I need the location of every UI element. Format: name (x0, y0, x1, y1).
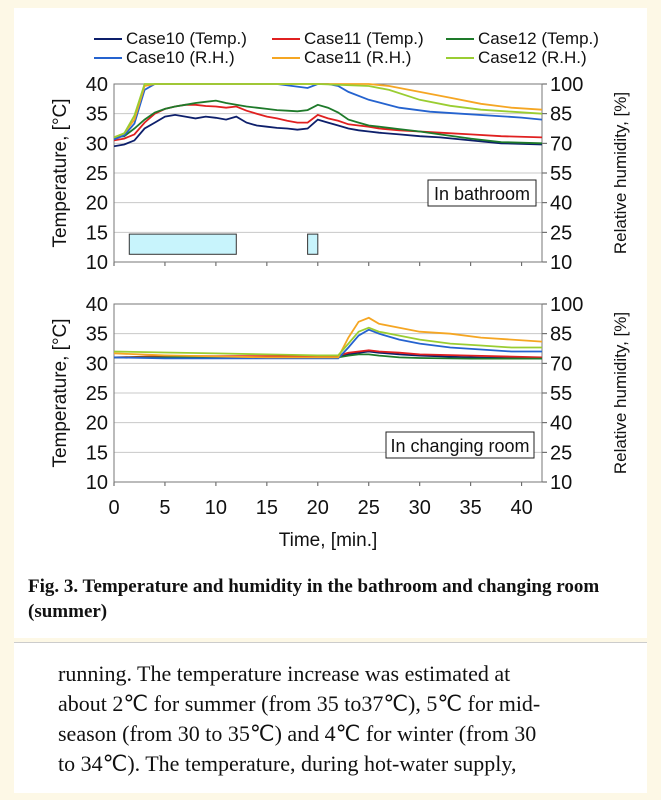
series-line (114, 83, 542, 141)
x-tick-label: 25 (358, 497, 380, 519)
y-tick-label: 35 (86, 324, 108, 346)
panel-label: In bathroom (434, 184, 530, 204)
plot-frame (113, 303, 543, 483)
series-line (114, 328, 542, 360)
x-tick-label: 5 (159, 497, 170, 519)
y2-tick-label: 100 (550, 294, 583, 316)
y2-tick-label: 10 (550, 472, 572, 494)
supply-period-marker (128, 233, 237, 255)
y-tick-label: 40 (86, 74, 108, 96)
panel-label-box (427, 179, 537, 207)
y2-tick-label: 25 (550, 442, 572, 464)
series-line (114, 99, 542, 145)
y-tick-label: 30 (86, 133, 108, 155)
y2-axis-title: Relative humidity, [%] (611, 92, 630, 254)
panel-label-box (385, 431, 535, 459)
y-tick-label: 10 (86, 252, 108, 274)
series-line (114, 316, 542, 359)
y-axis-title: Temperature, [°C] (50, 318, 71, 467)
x-axis-title: Time, [min.] (279, 530, 378, 551)
series-line (114, 83, 542, 139)
y2-tick-label: 70 (550, 133, 572, 155)
text-panel: running. The temperature increase was es… (14, 642, 647, 793)
y2-axis-title: Relative humidity, [%] (611, 312, 630, 474)
body-text: running. The temperature increase was es… (58, 659, 626, 779)
x-tick-label: 40 (510, 497, 532, 519)
x-tick-label: 30 (409, 497, 431, 519)
y2-tick-label: 40 (550, 413, 572, 435)
y2-tick-label: 85 (550, 324, 572, 346)
y-tick-label: 20 (86, 413, 108, 435)
series-line (114, 326, 542, 357)
series-line (114, 113, 542, 148)
y2-tick-label: 100 (550, 74, 583, 96)
y-tick-label: 35 (86, 104, 108, 126)
figure-panel: Case10 (Temp.) Case11 (Temp.) Case12 (Temp… (14, 8, 647, 638)
y-tick-label: 25 (86, 383, 108, 405)
x-tick-label: 20 (307, 497, 329, 519)
y-tick-label: 20 (86, 193, 108, 215)
y2-tick-label: 10 (550, 252, 572, 274)
y-tick-label: 10 (86, 472, 108, 494)
body-text-line: about 2℃ for summer (from 35 to37℃), 5℃ … (58, 691, 541, 716)
series-line (114, 83, 542, 139)
y-tick-label: 40 (86, 294, 108, 316)
y2-tick-label: 40 (550, 193, 572, 215)
x-tick-label: 35 (460, 497, 482, 519)
x-tick-label: 0 (108, 497, 119, 519)
figure-caption: Fig. 3. Temperature and humidity in the … (28, 576, 600, 622)
legend-label: Case11 (R.H.) (304, 48, 411, 67)
y-tick-label: 15 (86, 442, 108, 464)
legend-label: Case10 (R.H.) (126, 48, 235, 67)
chart: Case10 (Temp.) Case11 (Temp.) Case12 (Temp… (50, 29, 630, 551)
x-tick-label: 10 (205, 497, 227, 519)
y2-tick-label: 25 (550, 222, 572, 244)
panel-label: In changing room (390, 436, 529, 456)
body-text-line: season (from 30 to 35℃) and 4℃ for winte… (58, 721, 537, 746)
legend-label: Case12 (R.H.) (478, 48, 587, 67)
y2-tick-label: 85 (550, 104, 572, 126)
y2-tick-label: 70 (550, 353, 572, 375)
body-text-line: to 34℃). The temperature, during hot-wat… (58, 751, 517, 776)
y2-tick-label: 55 (550, 383, 572, 405)
y2-tick-label: 55 (550, 163, 572, 185)
y-tick-label: 30 (86, 353, 108, 375)
y-axis-title: Temperature, [°C] (50, 98, 71, 247)
x-tick-label: 15 (256, 497, 278, 519)
y-tick-label: 25 (86, 163, 108, 185)
legend-label: Case10 (Temp.) (126, 29, 247, 48)
body-text-line: running. The temperature increase was es… (58, 661, 511, 686)
legend-label: Case11 (Temp.) (304, 29, 424, 48)
y-tick-label: 15 (86, 222, 108, 244)
legend-label: Case12 (Temp.) (478, 29, 599, 48)
supply-period-marker (307, 233, 319, 255)
